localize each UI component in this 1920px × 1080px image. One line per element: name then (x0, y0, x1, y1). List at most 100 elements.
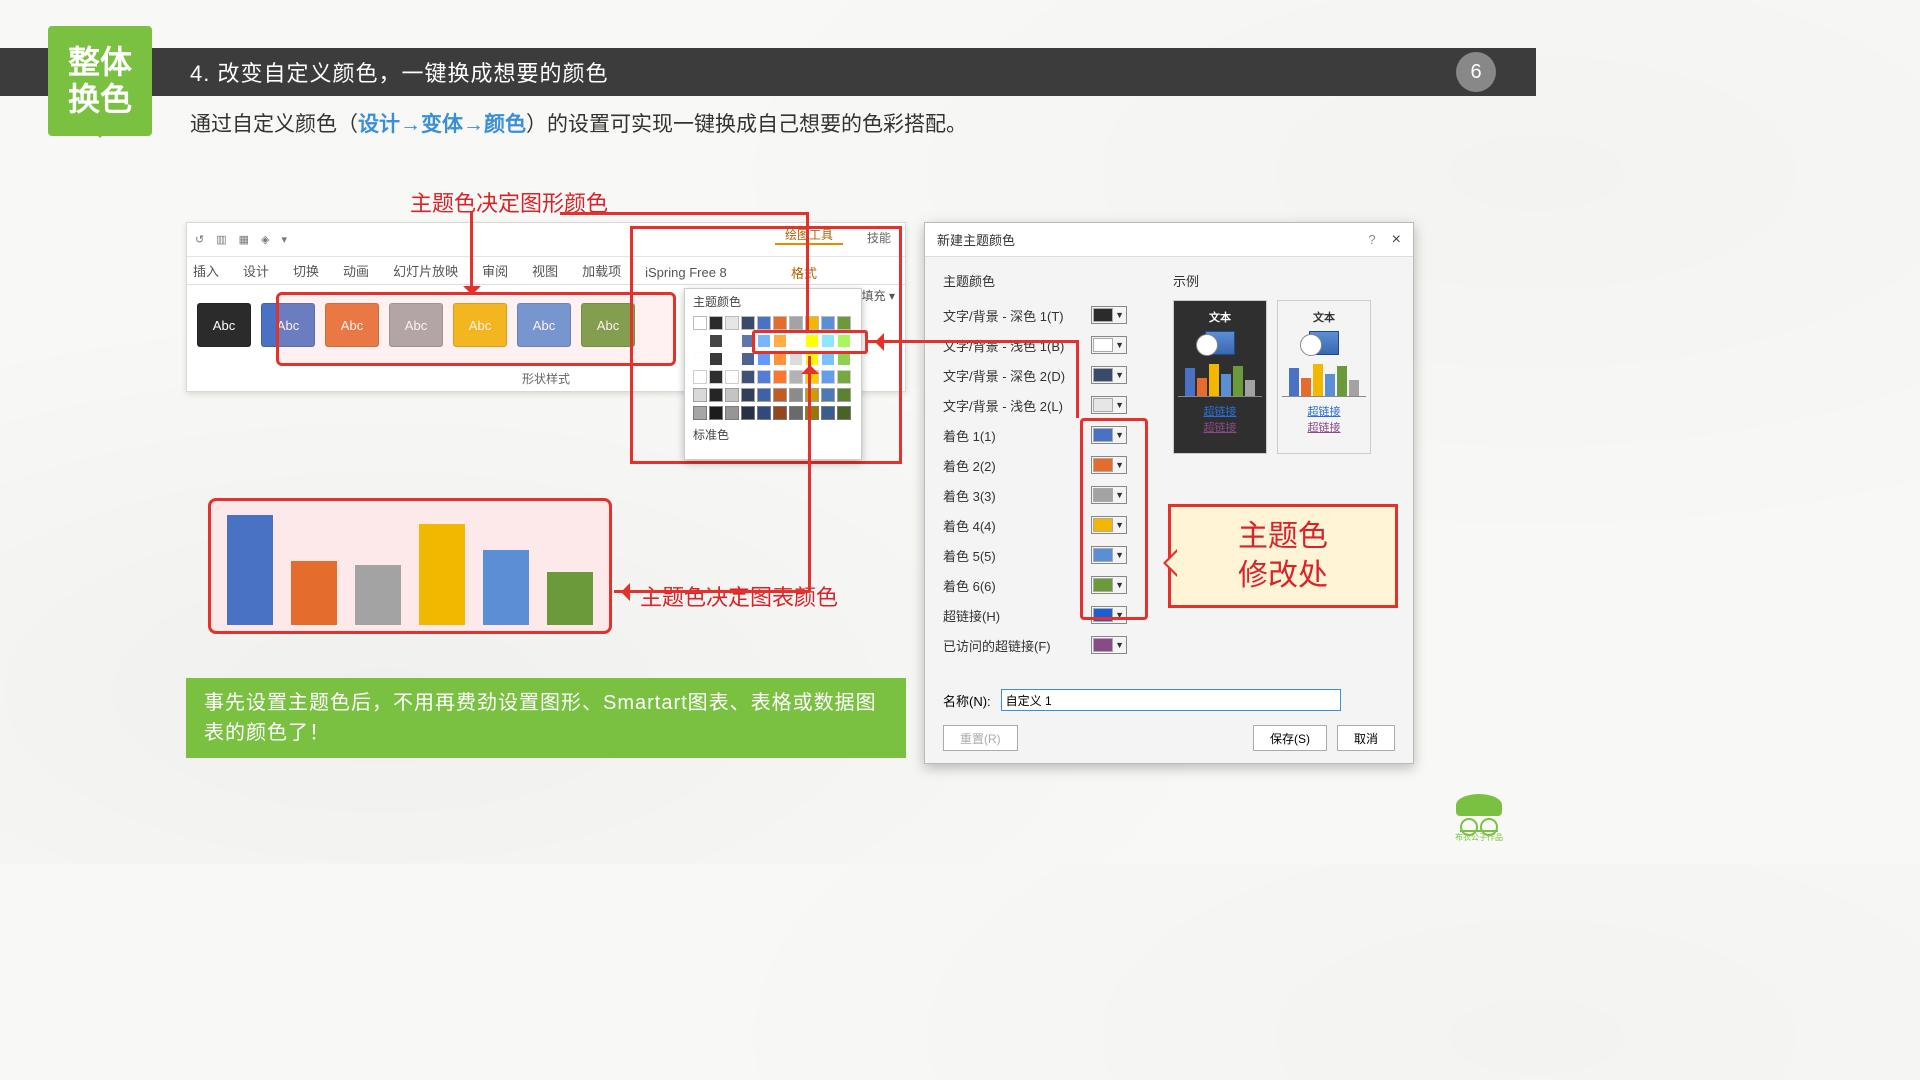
color-swatch[interactable] (821, 370, 835, 384)
shape-style-swatch[interactable]: Abc (261, 303, 315, 347)
save-button[interactable]: 保存(S) (1253, 725, 1327, 751)
color-swatch[interactable] (837, 316, 851, 330)
color-swatch[interactable] (757, 406, 771, 420)
close-icon[interactable]: × (1392, 231, 1401, 249)
ribbon-tab[interactable]: 插入 (193, 261, 219, 284)
color-picker-button[interactable]: ▼ (1091, 336, 1127, 354)
cancel-button[interactable]: 取消 (1337, 725, 1395, 751)
color-row-label: 文字/背景 - 浅色 1(B) (943, 336, 1083, 355)
ribbon-tab[interactable]: 幻灯片放映 (393, 261, 458, 284)
theme-color-row: 着色 2(2) ▼ (943, 450, 1163, 480)
arrow-line (806, 212, 809, 330)
color-swatch[interactable] (821, 406, 835, 420)
color-swatch[interactable] (773, 334, 787, 348)
color-picker-button[interactable]: ▼ (1091, 576, 1127, 594)
shape-style-swatch[interactable]: Abc (453, 303, 507, 347)
ribbon-tab[interactable]: 视图 (532, 261, 558, 284)
color-row-label: 着色 2(2) (943, 456, 1083, 475)
color-swatch[interactable] (725, 370, 739, 384)
color-swatch[interactable] (837, 352, 851, 366)
color-swatch[interactable] (757, 334, 771, 348)
chart-bar (483, 550, 529, 625)
color-swatch[interactable] (725, 406, 739, 420)
color-swatch[interactable] (709, 388, 723, 402)
color-swatch[interactable] (709, 406, 723, 420)
color-row-label: 着色 5(5) (943, 546, 1083, 565)
color-picker-button[interactable]: ▼ (1091, 396, 1127, 414)
shape-style-swatch[interactable]: Abc (325, 303, 379, 347)
format-tab[interactable]: 格式 (791, 263, 817, 282)
color-swatch[interactable] (837, 406, 851, 420)
color-picker-button[interactable]: ▼ (1091, 636, 1127, 654)
color-swatch[interactable] (741, 316, 755, 330)
color-swatch[interactable] (741, 406, 755, 420)
color-picker-button[interactable]: ▼ (1091, 306, 1127, 324)
color-picker-button[interactable]: ▼ (1091, 516, 1127, 534)
color-swatch[interactable] (757, 352, 771, 366)
color-picker-button[interactable]: ▼ (1091, 426, 1127, 444)
color-swatch[interactable] (709, 370, 723, 384)
color-swatch[interactable] (709, 352, 723, 366)
color-swatch[interactable] (773, 352, 787, 366)
color-swatch[interactable] (693, 316, 707, 330)
theme-name-input[interactable] (1001, 689, 1341, 711)
color-picker-button[interactable]: ▼ (1091, 546, 1127, 564)
color-swatch[interactable] (757, 370, 771, 384)
shape-style-swatch[interactable]: Abc (389, 303, 443, 347)
color-swatch[interactable] (693, 334, 707, 348)
color-swatch[interactable] (741, 334, 755, 348)
color-swatch[interactable] (741, 388, 755, 402)
color-swatch[interactable] (837, 370, 851, 384)
name-field-row: 名称(N): (943, 689, 1341, 711)
color-swatch[interactable] (693, 388, 707, 402)
color-row-label: 着色 6(6) (943, 576, 1083, 595)
theme-color-row: 文字/背景 - 浅色 1(B) ▼ (943, 330, 1163, 360)
color-swatch[interactable] (805, 334, 819, 348)
reset-button[interactable]: 重置(R) (943, 725, 1018, 751)
ribbon-tab[interactable]: 动画 (343, 261, 369, 284)
color-swatch[interactable] (741, 370, 755, 384)
color-picker-button[interactable]: ▼ (1091, 606, 1127, 624)
color-swatch[interactable] (789, 388, 803, 402)
color-row-label: 超链接(H) (943, 606, 1083, 625)
color-swatch[interactable] (789, 406, 803, 420)
color-swatch[interactable] (709, 316, 723, 330)
color-swatch[interactable] (821, 388, 835, 402)
color-swatch[interactable] (693, 370, 707, 384)
color-swatch[interactable] (725, 352, 739, 366)
color-swatch[interactable] (837, 388, 851, 402)
color-swatch[interactable] (709, 334, 723, 348)
color-swatch[interactable] (757, 316, 771, 330)
shape-style-swatch[interactable]: Abc (581, 303, 635, 347)
ribbon-tab[interactable]: 切换 (293, 261, 319, 284)
color-picker-button[interactable]: ▼ (1091, 486, 1127, 504)
color-swatch[interactable] (789, 334, 803, 348)
ribbon-tab[interactable]: 加载项 (582, 261, 621, 284)
ribbon-tab[interactable]: iSpring Free 8 (645, 265, 727, 284)
color-swatch[interactable] (837, 334, 851, 348)
color-swatch[interactable] (773, 388, 787, 402)
color-swatch[interactable] (693, 352, 707, 366)
color-swatch[interactable] (693, 406, 707, 420)
color-swatch[interactable] (773, 370, 787, 384)
color-swatch[interactable] (789, 316, 803, 330)
color-swatch[interactable] (821, 334, 835, 348)
help-icon[interactable]: ? (1368, 232, 1375, 247)
color-swatch[interactable] (757, 388, 771, 402)
color-picker-button[interactable]: ▼ (1091, 456, 1127, 474)
ribbon-tab[interactable]: 审阅 (482, 261, 508, 284)
color-swatch[interactable] (725, 316, 739, 330)
color-picker-button[interactable]: ▼ (1091, 366, 1127, 384)
color-swatch[interactable] (725, 334, 739, 348)
color-swatch[interactable] (821, 352, 835, 366)
ribbon-tab[interactable]: 设计 (243, 261, 269, 284)
color-swatch[interactable] (773, 316, 787, 330)
color-swatch[interactable] (725, 388, 739, 402)
shape-style-swatch[interactable]: Abc (197, 303, 251, 347)
page-title: 4. 改变自定义颜色，一键换成想要的颜色 (190, 56, 608, 88)
shape-style-swatch[interactable]: Abc (517, 303, 571, 347)
arrow-line (1076, 340, 1079, 418)
color-swatch[interactable] (821, 316, 835, 330)
color-swatch[interactable] (773, 406, 787, 420)
color-swatch[interactable] (741, 352, 755, 366)
